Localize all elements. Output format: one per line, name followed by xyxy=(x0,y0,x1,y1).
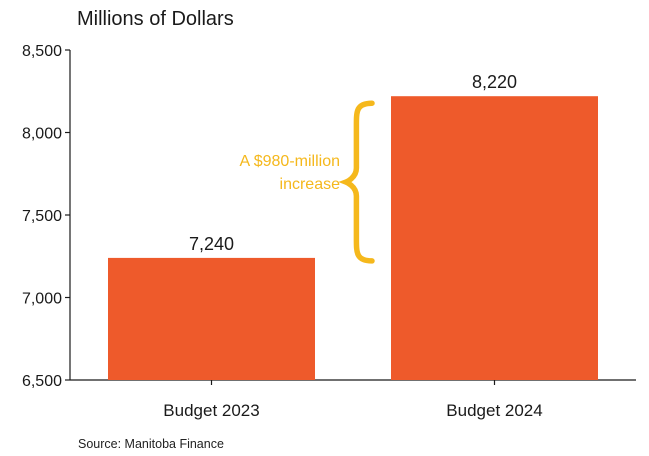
data-label: 8,220 xyxy=(472,72,517,92)
y-tick-label: 7,000 xyxy=(22,291,62,308)
source-note: Source: Manitoba Finance xyxy=(78,437,224,451)
x-tick-label: Budget 2023 xyxy=(163,401,259,420)
bar xyxy=(108,257,315,380)
y-tick-label: 6,500 xyxy=(22,373,62,390)
annotation-text: A $980-million xyxy=(240,153,341,170)
data-label: 7,240 xyxy=(189,234,234,254)
y-axis-unit-label: Millions of Dollars xyxy=(77,8,234,30)
y-tick-label: 8,500 xyxy=(22,43,62,60)
x-tick-label: Budget 2024 xyxy=(446,401,542,420)
bar xyxy=(391,96,598,380)
y-tick-label: 8,000 xyxy=(22,126,62,143)
annotation-text: increase xyxy=(280,176,341,193)
y-tick-label: 7,500 xyxy=(22,208,62,225)
curly-brace xyxy=(338,100,375,264)
